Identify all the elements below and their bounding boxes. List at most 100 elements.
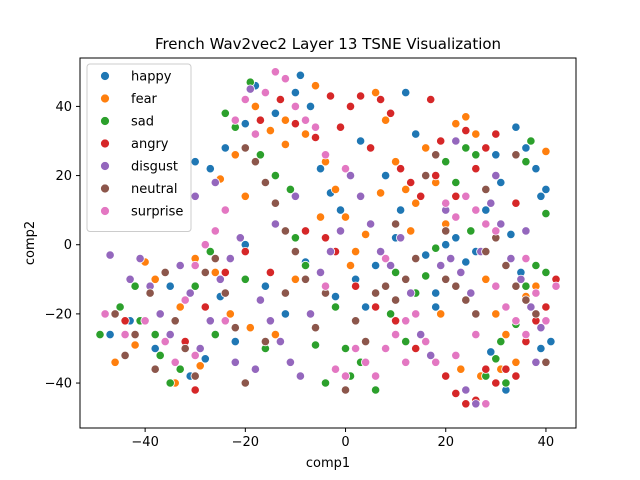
point-sad	[285, 184, 295, 194]
point-angry	[511, 198, 521, 208]
point-fear	[340, 212, 351, 222]
point-neutral	[190, 371, 200, 381]
point-disgust	[255, 295, 265, 305]
point-angry	[335, 122, 346, 132]
point-sad	[95, 329, 105, 340]
point-fear	[280, 115, 290, 125]
point-neutral	[220, 288, 230, 298]
point-happy	[150, 343, 160, 354]
point-neutral	[421, 171, 431, 181]
legend-marker-surprise	[100, 206, 110, 216]
point-sad	[471, 150, 481, 160]
point-angry	[375, 94, 386, 105]
point-happy	[496, 177, 506, 188]
point-sad	[370, 385, 381, 395]
point-fear	[150, 274, 160, 284]
point-disgust	[521, 226, 531, 236]
point-disgust	[305, 309, 316, 319]
point-happy	[421, 250, 431, 260]
point-fear	[350, 247, 361, 257]
point-sad	[390, 267, 401, 277]
point-neutral	[180, 343, 190, 354]
point-sad	[310, 340, 321, 350]
point-happy	[521, 143, 531, 153]
point-sad	[150, 329, 160, 340]
point-sad	[385, 309, 396, 319]
point-neutral	[340, 385, 351, 395]
point-disgust	[466, 288, 476, 298]
point-disgust	[230, 357, 240, 367]
point-happy	[205, 164, 215, 174]
y-tick-label: −20	[45, 307, 72, 322]
point-neutral	[411, 254, 421, 264]
point-angry	[501, 364, 511, 374]
point-disgust	[531, 357, 541, 367]
point-happy	[431, 288, 441, 298]
point-surprise	[300, 115, 311, 125]
point-sad	[491, 354, 501, 364]
legend-label-disgust: disgust	[131, 160, 178, 175]
point-angry	[255, 115, 265, 125]
point-neutral	[260, 336, 270, 347]
point-neutral	[210, 254, 220, 264]
point-fear	[210, 267, 220, 277]
y-tick-label: −40	[45, 377, 72, 392]
point-fear	[330, 184, 341, 194]
point-sad	[115, 302, 125, 312]
point-disgust	[516, 274, 526, 284]
point-fear	[451, 119, 461, 129]
point-surprise	[100, 309, 110, 319]
point-happy	[451, 233, 461, 243]
point-happy	[190, 157, 200, 167]
point-surprise	[360, 357, 371, 367]
point-neutral	[370, 288, 381, 298]
point-neutral	[130, 329, 140, 340]
point-neutral	[230, 323, 240, 333]
point-disgust	[506, 254, 516, 264]
legend-label-happy: happy	[131, 70, 172, 85]
point-happy	[240, 119, 250, 129]
point-sad	[541, 267, 551, 277]
point-surprise	[290, 101, 300, 112]
point-disgust	[456, 267, 466, 277]
point-angry	[350, 281, 361, 291]
legend-marker-fear	[100, 93, 110, 104]
point-surprise	[370, 371, 381, 381]
point-sad	[220, 108, 230, 118]
point-disgust	[385, 260, 396, 271]
point-sad	[526, 136, 536, 146]
point-neutral	[481, 247, 491, 257]
x-tick-label: −40	[131, 435, 158, 450]
point-happy	[481, 205, 491, 215]
point-surprise	[120, 329, 130, 340]
legend-box	[86, 63, 192, 232]
point-angry	[190, 385, 200, 395]
point-angry	[491, 129, 501, 139]
point-happy	[305, 101, 316, 112]
point-neutral	[431, 150, 441, 160]
point-happy	[295, 70, 305, 80]
y-tick-label: 20	[55, 169, 72, 184]
point-angry	[300, 226, 311, 236]
point-neutral	[380, 281, 391, 291]
point-fear	[245, 323, 255, 333]
legend-marker-neutral	[100, 183, 110, 194]
point-neutral	[471, 309, 481, 319]
point-disgust	[270, 219, 280, 229]
point-fear	[265, 126, 275, 136]
point-surprise	[190, 350, 200, 360]
point-angry	[310, 132, 321, 143]
point-happy	[360, 302, 371, 312]
x-tick-label: 20	[437, 435, 454, 450]
point-happy	[411, 129, 421, 139]
point-fear	[390, 157, 401, 167]
point-surprise	[320, 150, 331, 160]
point-fear	[471, 129, 481, 139]
point-neutral	[461, 295, 471, 305]
point-sad	[270, 171, 280, 181]
point-angry	[461, 126, 471, 136]
point-happy	[165, 281, 175, 291]
point-disgust	[536, 323, 546, 333]
point-neutral	[350, 316, 361, 326]
x-tick-label: −20	[232, 435, 259, 450]
